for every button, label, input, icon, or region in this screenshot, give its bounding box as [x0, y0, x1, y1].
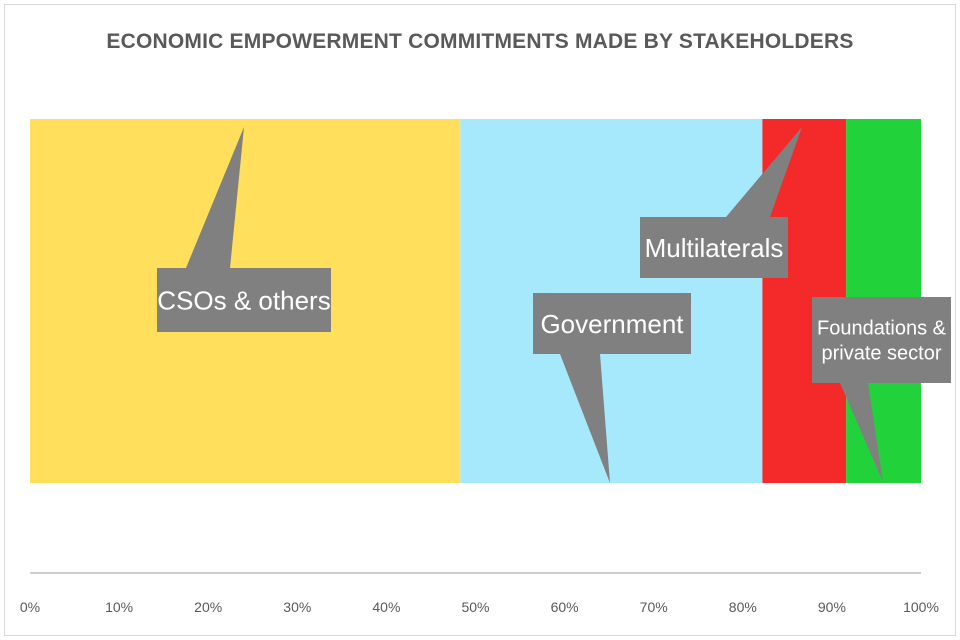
- x-tick-label: 80%: [729, 599, 757, 615]
- callout-box: [640, 217, 788, 278]
- data-label-text: Foundations &: [817, 318, 947, 340]
- data-label-multilaterals: Multilaterals: [640, 127, 802, 278]
- data-label-csos-and-others: CSOs & others: [157, 127, 331, 332]
- data-label-callouts: CSOs & others Government Multilaterals Foun…: [157, 127, 951, 483]
- data-label-text: Government: [540, 309, 684, 339]
- x-tick-label: 50%: [461, 599, 489, 615]
- callout-box: [812, 297, 951, 383]
- x-tick-label: 70%: [640, 599, 668, 615]
- callout-pointer: [726, 127, 802, 217]
- chart-title: ECONOMIC EMPOWERMENT COMMITMENTS MADE BY…: [106, 30, 854, 53]
- x-tick-label: 60%: [551, 599, 579, 615]
- x-tick-label: 30%: [283, 599, 311, 615]
- data-label-government: Government: [533, 293, 691, 483]
- x-tick-label: 0%: [20, 599, 40, 615]
- x-tick-label: 100%: [903, 599, 939, 615]
- x-tick-label: 90%: [818, 599, 846, 615]
- x-axis-tick-labels: 0% 10% 20% 30% 40% 50% 60% 70% 80% 90% 100%: [20, 599, 939, 615]
- callout-pointer: [840, 383, 883, 482]
- data-label-text: CSOs & others: [157, 285, 330, 315]
- x-tick-label: 20%: [194, 599, 222, 615]
- callout-box: [157, 268, 331, 332]
- x-tick-label: 40%: [372, 599, 400, 615]
- callout-pointer: [560, 354, 610, 483]
- callout-box: [533, 293, 691, 354]
- data-label-text: Multilaterals: [645, 233, 784, 263]
- x-tick-label: 10%: [105, 599, 133, 615]
- data-label-foundations-and-private-sector: Foundations & private sector: [812, 297, 951, 482]
- callout-pointer: [186, 127, 244, 268]
- data-label-text: private sector: [821, 343, 941, 365]
